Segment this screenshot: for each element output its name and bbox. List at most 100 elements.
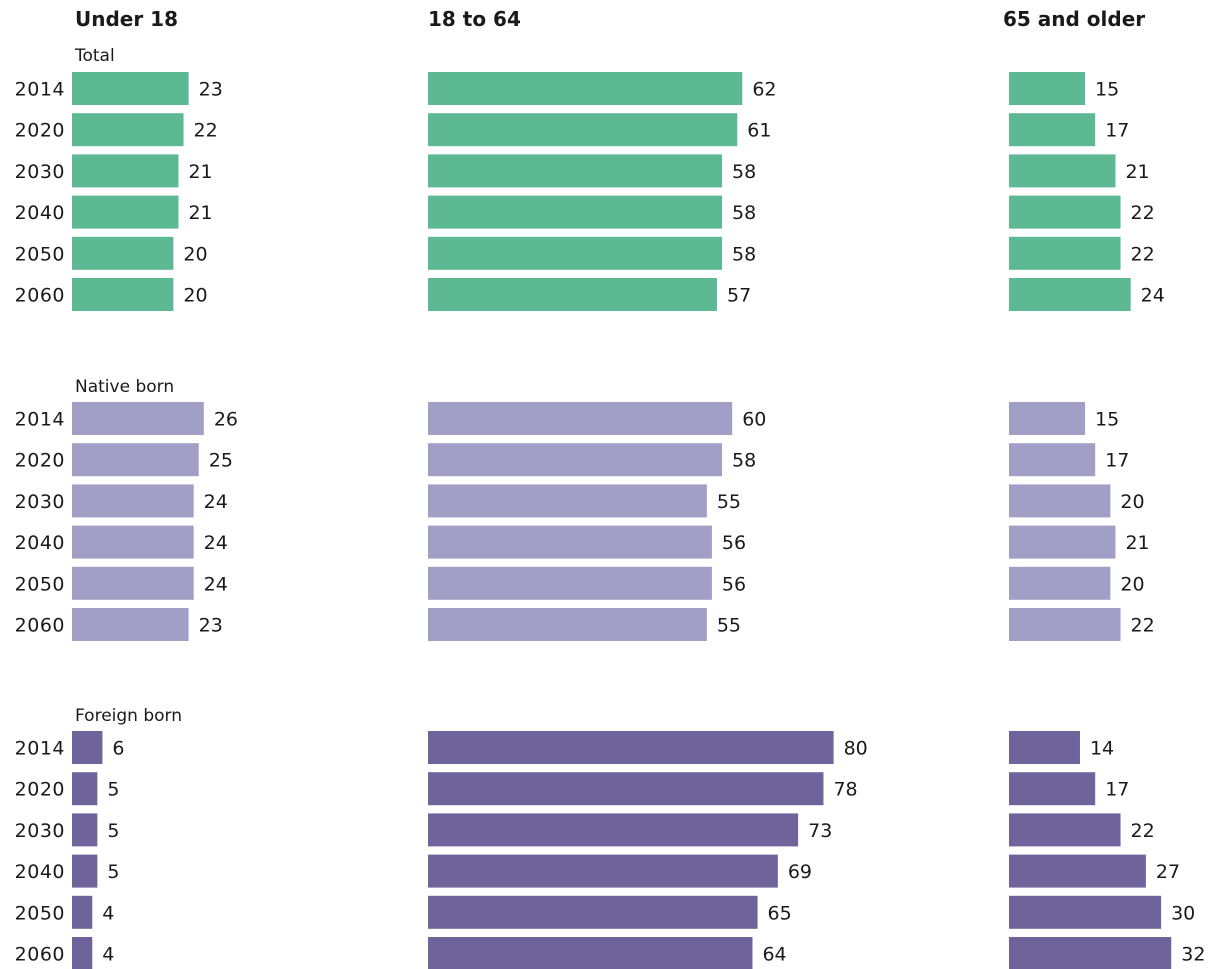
value-label-foreign-born-65-and-older-2060: 32 — [1181, 944, 1205, 966]
value-label-native-born-18-to-64-2050: 56 — [722, 573, 746, 595]
bar-native-born-18-to-64-2020 — [428, 443, 723, 477]
bar-total-under-18-2020 — [72, 113, 184, 147]
value-label-native-born-under-18-2020: 25 — [209, 450, 233, 472]
value-label-total-18-to-64-2020: 61 — [747, 120, 771, 142]
year-label-foreign-born-2050: 2050 — [15, 902, 65, 924]
value-label-total-18-to-64-2050: 58 — [732, 243, 756, 265]
bar-total-under-18-2014 — [72, 72, 189, 105]
column-header-under-18: Under 18 — [75, 7, 178, 31]
year-label-native-born-2060: 2060 — [15, 615, 65, 637]
value-label-foreign-born-65-and-older-2014: 14 — [1090, 738, 1114, 760]
group-title-native-born: Native born — [75, 377, 174, 397]
bar-foreign-born-18-to-64-2020 — [428, 772, 824, 806]
bar-foreign-born-65-and-older-2040 — [1009, 854, 1146, 888]
value-label-foreign-born-18-to-64-2040: 69 — [788, 861, 812, 883]
value-label-total-65-and-older-2030: 21 — [1125, 161, 1149, 183]
bar-total-65-and-older-2050 — [1009, 236, 1121, 270]
bar-foreign-born-18-to-64-2050 — [428, 895, 758, 929]
value-label-native-born-18-to-64-2020: 58 — [732, 450, 756, 472]
value-label-total-18-to-64-2030: 58 — [732, 161, 756, 183]
value-label-native-born-18-to-64-2040: 56 — [722, 532, 746, 554]
group-title-foreign-born: Foreign born — [75, 706, 182, 726]
column-header-18-to-64: 18 to 64 — [428, 7, 521, 31]
value-label-foreign-born-65-and-older-2050: 30 — [1171, 902, 1195, 924]
bar-total-65-and-older-2060 — [1009, 278, 1131, 311]
column-header-65-and-older: 65 and older — [1003, 7, 1145, 31]
bar-native-born-18-to-64-2060 — [428, 608, 707, 641]
bar-total-65-and-older-2030 — [1009, 154, 1116, 188]
value-label-foreign-born-18-to-64-2020: 78 — [833, 779, 857, 801]
value-label-total-65-and-older-2050: 22 — [1131, 243, 1155, 265]
bar-native-born-18-to-64-2040 — [428, 525, 712, 559]
bar-total-65-and-older-2014 — [1009, 72, 1086, 105]
value-label-total-18-to-64-2040: 58 — [732, 202, 756, 224]
bar-total-18-to-64-2060 — [428, 278, 717, 311]
bar-native-born-65-and-older-2030 — [1009, 484, 1111, 518]
value-label-total-65-and-older-2020: 17 — [1105, 120, 1129, 142]
year-label-total-2040: 2040 — [15, 202, 65, 224]
bar-total-65-and-older-2020 — [1009, 113, 1096, 147]
bar-native-born-65-and-older-2050 — [1009, 566, 1111, 600]
bar-total-65-and-older-2040 — [1009, 195, 1121, 229]
bar-native-born-under-18-2060 — [72, 608, 189, 641]
bar-native-born-18-to-64-2014 — [428, 402, 733, 435]
bar-foreign-born-65-and-older-2050 — [1009, 895, 1162, 929]
bar-foreign-born-65-and-older-2060 — [1009, 937, 1172, 969]
bar-native-born-under-18-2030 — [72, 484, 194, 518]
value-label-foreign-born-under-18-2060: 4 — [102, 944, 114, 966]
bar-total-under-18-2050 — [72, 236, 174, 270]
bar-native-born-18-to-64-2030 — [428, 484, 707, 518]
bar-native-born-18-to-64-2050 — [428, 566, 712, 600]
value-label-native-born-65-and-older-2050: 20 — [1120, 573, 1144, 595]
year-label-native-born-2040: 2040 — [15, 532, 65, 554]
bar-total-18-to-64-2030 — [428, 154, 723, 188]
value-label-foreign-born-18-to-64-2030: 73 — [808, 820, 832, 842]
value-label-native-born-under-18-2030: 24 — [204, 491, 228, 513]
value-label-foreign-born-18-to-64-2014: 80 — [844, 738, 868, 760]
year-label-total-2014: 2014 — [15, 79, 65, 101]
year-label-total-2030: 2030 — [15, 161, 65, 183]
year-label-total-2060: 2060 — [15, 285, 65, 307]
value-label-total-65-and-older-2060: 24 — [1141, 285, 1165, 307]
bar-native-born-under-18-2014 — [72, 402, 204, 435]
value-label-total-65-and-older-2014: 15 — [1095, 79, 1119, 101]
value-label-native-born-under-18-2014: 26 — [214, 409, 238, 431]
group-title-total: Total — [74, 46, 115, 66]
value-label-foreign-born-under-18-2050: 4 — [102, 902, 114, 924]
value-label-native-born-65-and-older-2020: 17 — [1105, 450, 1129, 472]
bar-foreign-born-18-to-64-2030 — [428, 813, 799, 847]
value-label-native-born-under-18-2050: 24 — [204, 573, 228, 595]
bar-total-under-18-2030 — [72, 154, 179, 188]
bar-foreign-born-under-18-2014 — [72, 731, 103, 764]
bar-foreign-born-18-to-64-2060 — [428, 937, 753, 969]
value-label-native-born-65-and-older-2014: 15 — [1095, 409, 1119, 431]
bar-foreign-born-65-and-older-2014 — [1009, 731, 1080, 764]
bar-total-18-to-64-2014 — [428, 72, 743, 105]
bar-total-18-to-64-2020 — [428, 113, 738, 147]
bar-foreign-born-under-18-2020 — [72, 772, 98, 806]
year-label-foreign-born-2040: 2040 — [15, 861, 65, 883]
bar-native-born-65-and-older-2060 — [1009, 608, 1121, 641]
year-label-foreign-born-2020: 2020 — [15, 779, 65, 801]
bar-native-born-under-18-2050 — [72, 566, 194, 600]
bar-native-born-65-and-older-2040 — [1009, 525, 1116, 559]
year-label-total-2050: 2050 — [15, 243, 65, 265]
value-label-total-under-18-2050: 20 — [183, 243, 207, 265]
year-label-native-born-2030: 2030 — [15, 491, 65, 513]
year-label-foreign-born-2030: 2030 — [15, 820, 65, 842]
bar-foreign-born-under-18-2050 — [72, 895, 93, 929]
bar-foreign-born-under-18-2030 — [72, 813, 98, 847]
value-label-native-born-under-18-2040: 24 — [204, 532, 228, 554]
column-headers: Under 18 18 to 64 65 and older — [75, 7, 1145, 31]
bar-native-born-under-18-2020 — [72, 443, 199, 477]
bar-foreign-born-18-to-64-2014 — [428, 731, 834, 764]
value-label-total-under-18-2040: 21 — [188, 202, 212, 224]
value-label-native-born-18-to-64-2014: 60 — [742, 409, 766, 431]
bar-total-18-to-64-2040 — [428, 195, 723, 229]
value-label-foreign-born-18-to-64-2060: 64 — [762, 944, 786, 966]
value-label-total-18-to-64-2060: 57 — [727, 285, 751, 307]
